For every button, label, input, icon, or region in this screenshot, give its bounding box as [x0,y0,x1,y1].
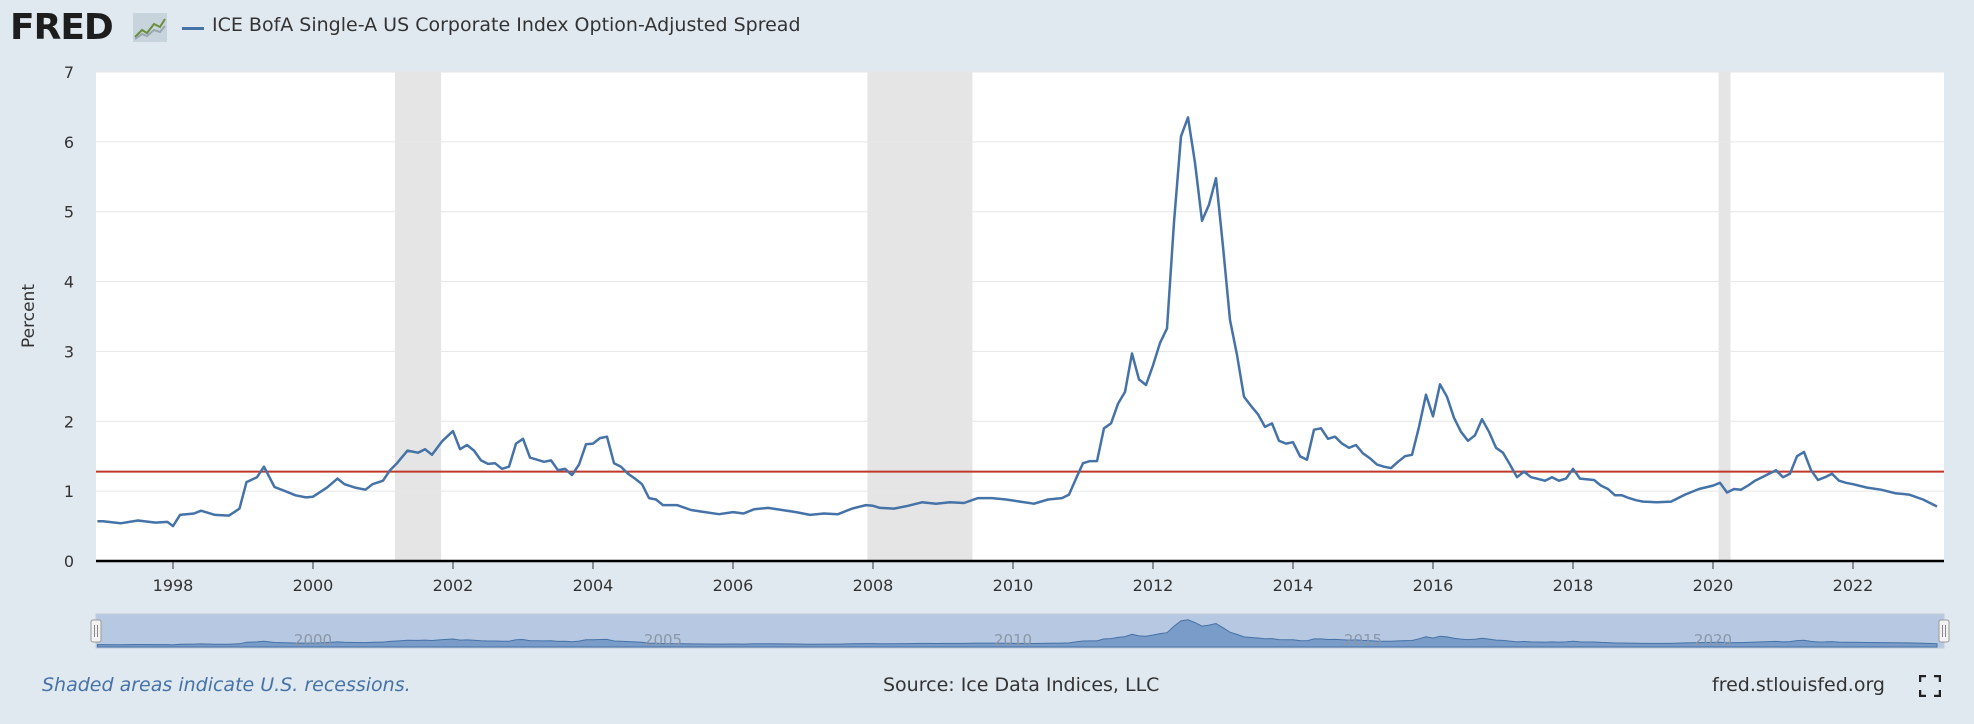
navigator-tick-label: 2015 [1344,631,1382,649]
navigator-tick-label: 2020 [1694,631,1732,649]
x-tick-label: 2004 [573,576,614,595]
y-tick-label: 6 [64,133,74,152]
x-tick-label: 1998 [153,576,194,595]
x-tick-label: 2008 [853,576,894,595]
navigator-tick-label: 2000 [294,631,332,649]
recession-band [1718,72,1731,561]
navigator-tick-label: 2005 [644,631,682,649]
series-line [97,116,1938,528]
y-tick-label: 2 [64,412,74,431]
x-tick-label: 2014 [1273,576,1314,595]
x-tick-label: 2016 [1413,576,1454,595]
fred-logo[interactable]: FRED [10,7,114,48]
recession-band [394,72,442,561]
x-tick-label: 2006 [713,576,754,595]
legend-swatch [182,27,204,30]
navigator-tick-label: 2010 [994,631,1032,649]
legend-label[interactable]: ICE BofA Single-A US Corporate Index Opt… [212,14,801,36]
y-tick-label: 7 [64,63,74,82]
navigator-handle[interactable] [1938,619,1950,643]
x-tick-label: 2020 [1693,576,1734,595]
y-tick-label: 1 [64,482,74,501]
source-text: Source: Ice Data Indices, LLC [883,674,1160,696]
site-link[interactable]: fred.stlouisfed.org [1712,674,1885,696]
recession-band [867,72,973,561]
y-tick-label: 4 [64,273,74,292]
fullscreen-icon[interactable] [1919,675,1941,697]
navigator-handle[interactable] [90,619,102,643]
x-tick-label: 2002 [433,576,474,595]
chart-line-icon [133,13,167,42]
x-tick-label: 2000 [293,576,334,595]
y-tick-label: 5 [64,203,74,222]
x-tick-label: 2022 [1833,576,1874,595]
x-tick-label: 2018 [1553,576,1594,595]
chart-header: FRED ICE BofA Single-A US Corporate Inde… [0,0,1974,56]
x-tick-label: 2010 [993,576,1034,595]
x-tick-label: 2012 [1133,576,1174,595]
plot-background [96,72,1944,561]
recession-note: Shaded areas indicate U.S. recessions. [42,674,411,696]
y-tick-label: 0 [64,552,74,571]
navigator-series [96,619,1938,648]
y-tick-label: 3 [64,342,74,361]
y-axis-label: Percent [19,284,39,348]
